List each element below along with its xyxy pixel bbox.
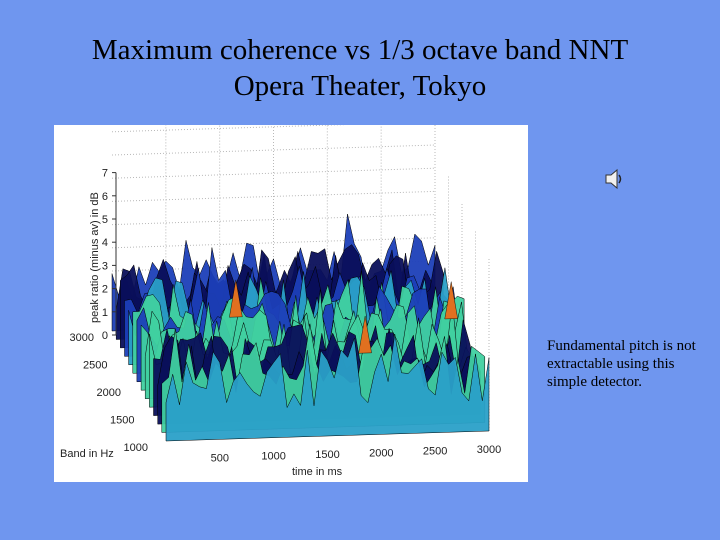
y-tick-label: 2500 — [83, 360, 107, 372]
y-tick-label: 3000 — [70, 332, 94, 344]
x-tick-label: 2000 — [369, 447, 393, 459]
x-tick-label: 500 — [211, 452, 229, 464]
grid-line — [111, 237, 436, 249]
surface-ridge — [165, 333, 490, 442]
z-tick-label: 0 — [102, 330, 108, 342]
z-tick-label: 3 — [102, 260, 108, 272]
slide-title: Maximum coherence vs 1/3 octave band NNT… — [0, 32, 720, 104]
z-tick-label: 2 — [102, 284, 108, 296]
z-tick-label: 7 — [102, 168, 108, 180]
z-tick-label: 4 — [102, 237, 108, 249]
surface-peak — [358, 315, 372, 354]
x-tick-label: 3000 — [477, 444, 501, 456]
z-tick-label: 6 — [102, 191, 108, 203]
title-line-1: Maximum coherence vs 1/3 octave band NNT — [91, 34, 629, 66]
y-tick-label: 2000 — [97, 387, 121, 399]
z-axis-label: peak ratio (minus av) in dB — [89, 192, 101, 323]
y-axis-label: Band in Hz — [60, 448, 114, 460]
footnote-text: Fundamental pitch is not extractable usi… — [547, 338, 696, 390]
y-tick-label: 1000 — [124, 442, 148, 454]
grid-line — [111, 144, 436, 156]
surface-plot: 0 1 2 3 4 5 6 7 1000 1500 2000 2500 3000 500 1000 1500 2… — [54, 125, 528, 482]
y-tick-label: 1500 — [110, 415, 134, 427]
speaker-icon[interactable] — [604, 168, 628, 190]
surface-peak — [444, 281, 458, 320]
z-tick-label: 5 — [102, 214, 108, 226]
surface-peak — [229, 279, 243, 318]
surface-plot-svg: 0 1 2 3 4 5 6 7 1000 1500 2000 2500 3000 500 1000 1500 2… — [60, 125, 501, 478]
x-axis-label: time in ms — [292, 466, 343, 478]
x-tick-label: 1500 — [315, 449, 339, 461]
x-tick-label: 2500 — [423, 446, 447, 458]
title-line-2: Opera Theater, Tokyo — [233, 70, 487, 102]
z-tick-label: 1 — [102, 307, 108, 319]
x-tick-label: 1000 — [261, 451, 285, 463]
